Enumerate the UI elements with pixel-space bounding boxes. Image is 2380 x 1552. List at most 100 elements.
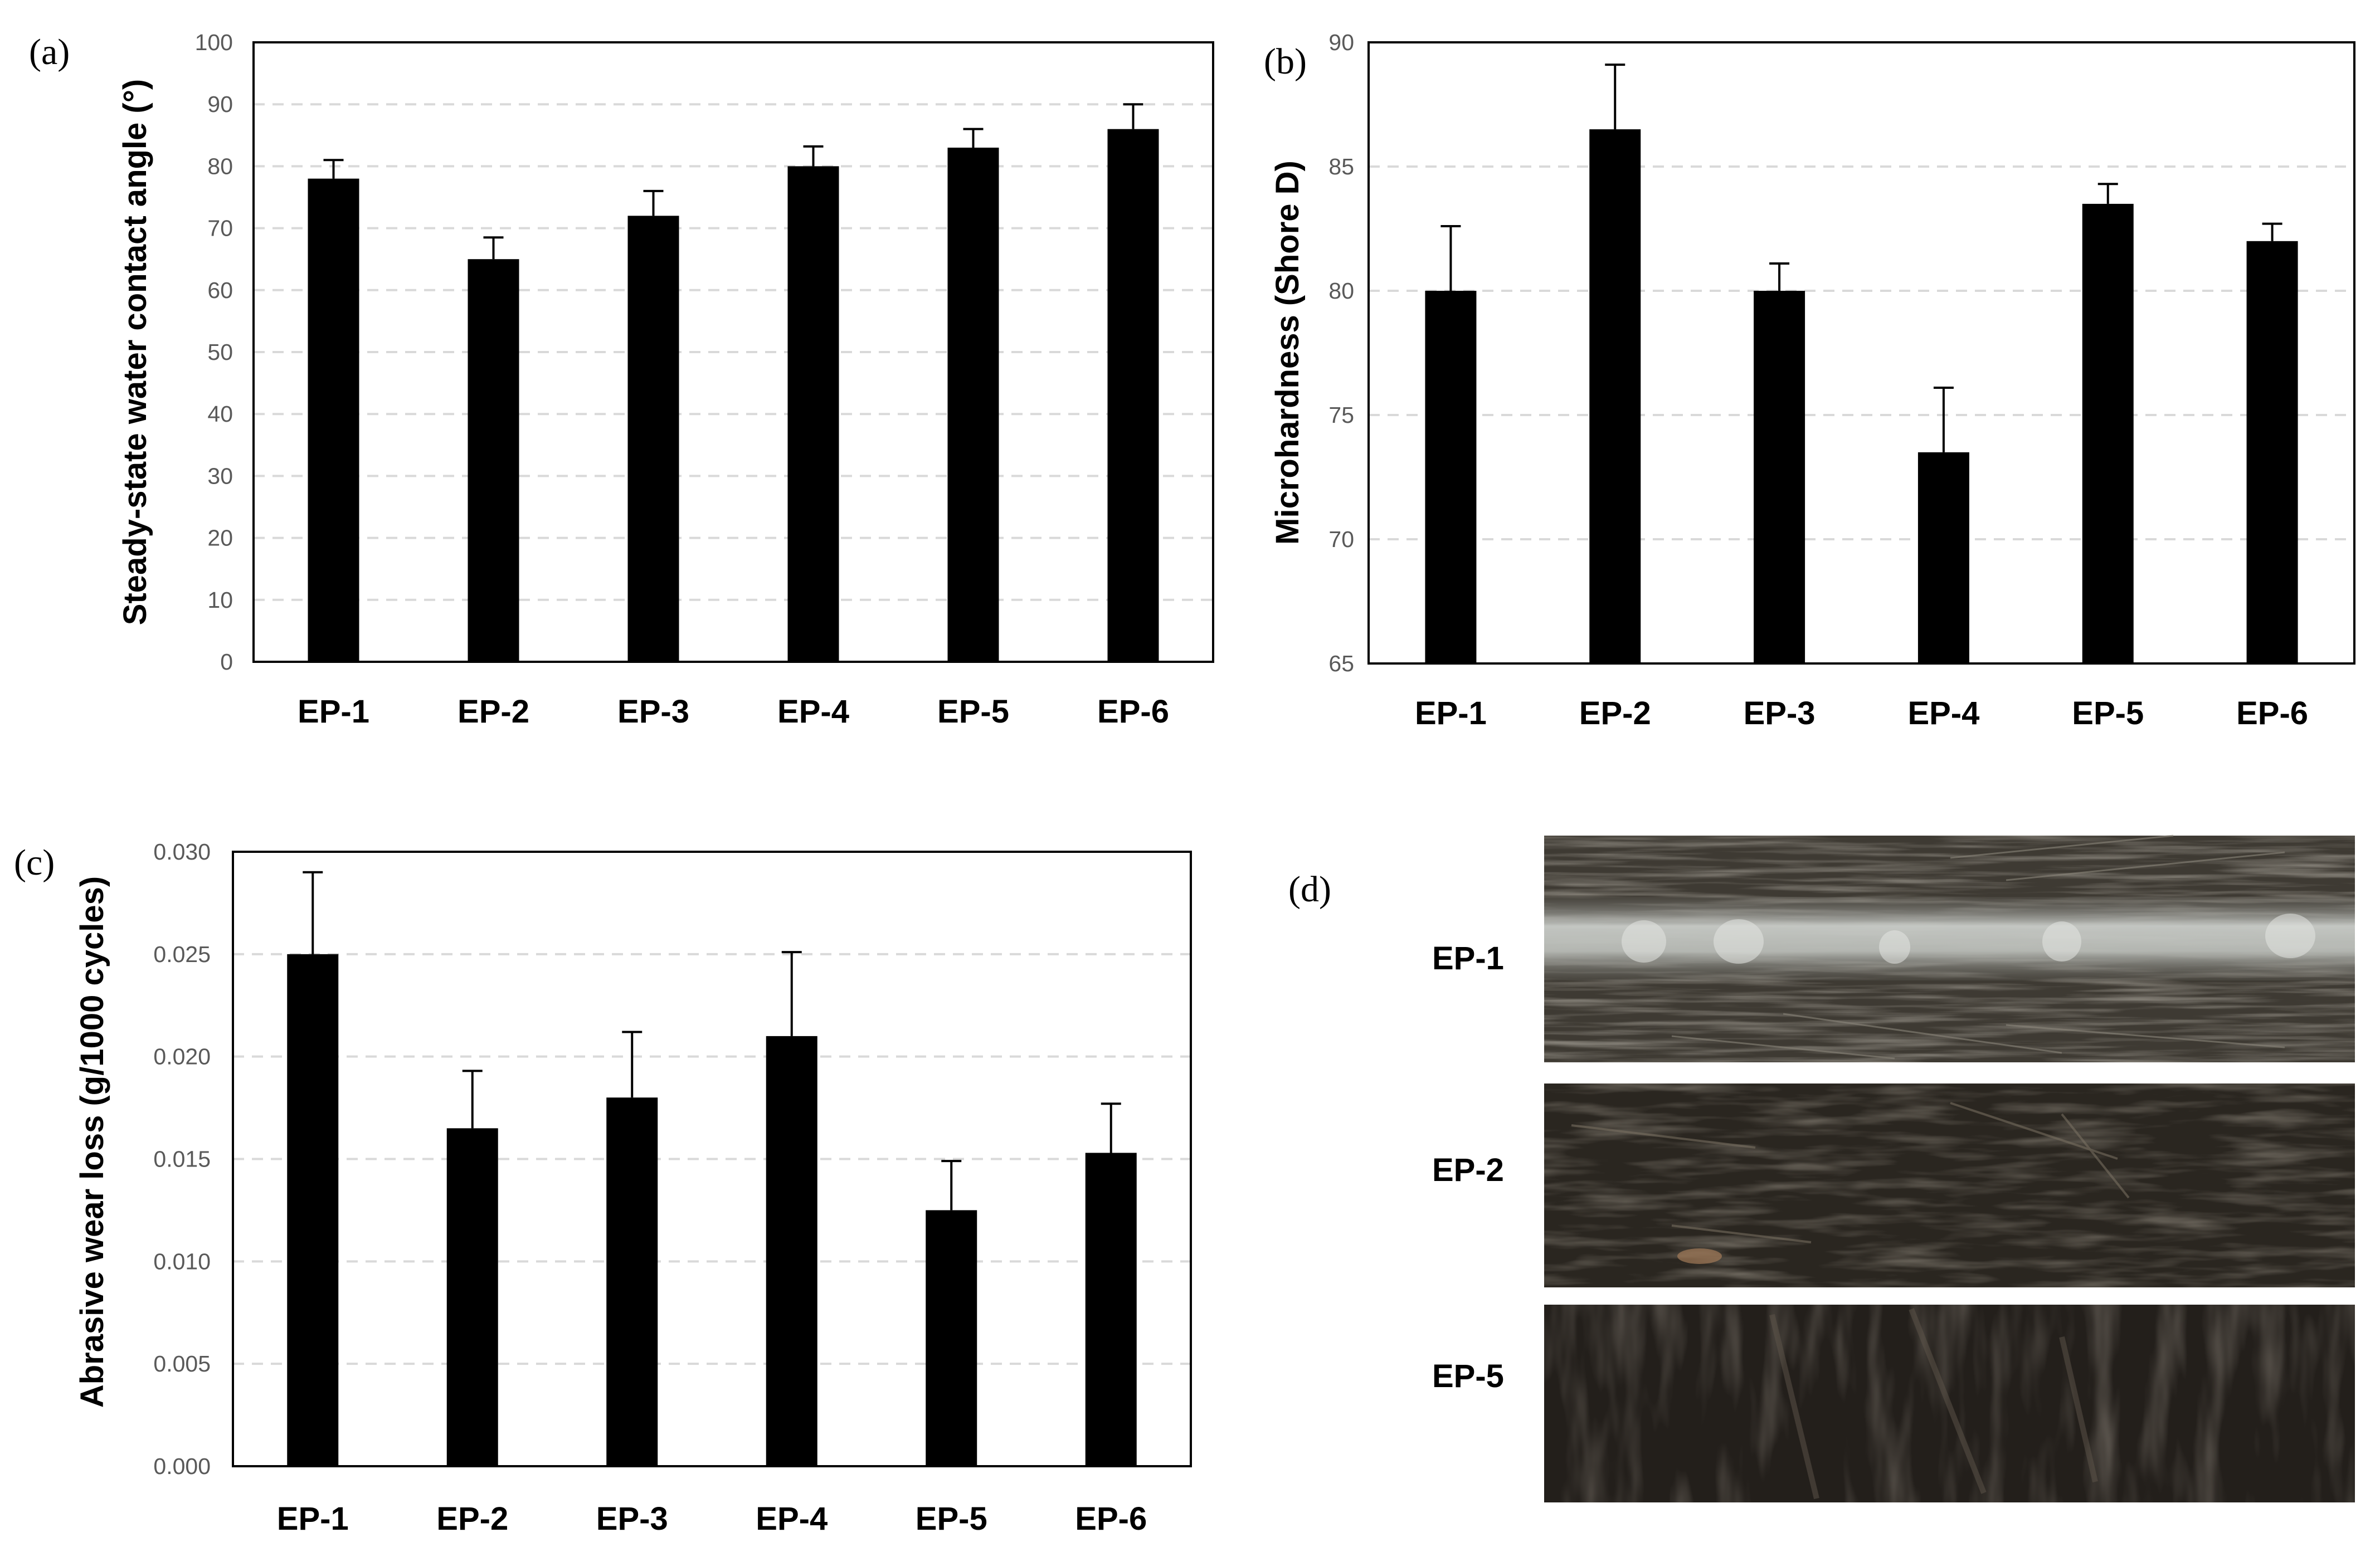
- chart-c-y-tick-label: 0.010: [153, 1248, 211, 1274]
- chart-b-y-axis-title: Microhardness (Shore D): [1269, 160, 1306, 545]
- chart-c-x-tick-label: EP-3: [596, 1501, 668, 1537]
- chart-b-x-tick-label: EP-2: [1579, 695, 1651, 731]
- chart-a-y-tick-label: 70: [207, 216, 233, 241]
- panel-d: (d): [1288, 834, 2355, 1502]
- chart-a-y-tick-label: 40: [207, 401, 233, 427]
- chart-a-x-tick-label: EP-5: [937, 694, 1009, 730]
- photo-label-ep1: EP-1: [1432, 940, 1504, 977]
- chart-a-y-tick-label: 100: [195, 30, 233, 55]
- chart-a-grid: [254, 103, 1213, 601]
- chart-c-bar-ep-2: [446, 1128, 498, 1466]
- chart-a-x-tick-label: EP-6: [1097, 694, 1169, 730]
- chart-b-bars: [1425, 129, 2298, 664]
- chart-b-bar-ep-6: [2246, 241, 2298, 663]
- chart-c-bar-ep-1: [287, 954, 339, 1466]
- chart-b-x-ticks: EP-1 EP-2 EP-3 EP-4 EP-5 EP-6: [1415, 695, 2308, 731]
- chart-b-x-tick-label: EP-5: [2072, 695, 2144, 731]
- chart-c-y-ticks: 0.000 0.005 0.010 0.015 0.020 0.025 0.030: [153, 839, 211, 1479]
- chart-b-y-ticks: 65 70 75 80 85 90: [1328, 30, 1354, 676]
- panel-label-b: (b): [1264, 41, 1307, 82]
- chart-a-y-tick-label: 10: [207, 587, 233, 613]
- photo-ep1-scratches: [1671, 834, 2285, 1060]
- chart-a-bar-ep-6: [1107, 129, 1159, 662]
- chart-a-x-ticks: EP-1 EP-2 EP-3 EP-4 EP-5 EP-6: [298, 694, 1169, 730]
- chart-c-x-tick-label: EP-4: [756, 1501, 828, 1537]
- chart-c-grid: [233, 953, 1191, 1365]
- chart-a-y-tick-label: 90: [207, 91, 233, 117]
- chart-b-x-tick-label: EP-1: [1415, 695, 1487, 731]
- chart-a-bar-ep-2: [468, 259, 519, 662]
- chart-c-errors: [303, 871, 1121, 1211]
- chart-c-bar-ep-3: [606, 1097, 658, 1466]
- chart-a-x-tick-label: EP-3: [617, 694, 689, 730]
- chart-c-bar-ep-5: [926, 1210, 977, 1466]
- chart-c-y-tick-label: 0.005: [153, 1351, 211, 1377]
- chart-a-x-tick-label: EP-1: [298, 694, 369, 730]
- chart-c-x-tick-label: EP-2: [436, 1501, 508, 1537]
- photo-ep5: [1544, 1305, 2355, 1502]
- chart-a-bar-ep-3: [627, 216, 679, 662]
- chart-b-errors: [1440, 64, 2282, 452]
- chart-a-bar-ep-1: [308, 178, 359, 662]
- chart-c-y-axis-title: Abrasive wear loss (g/1000 cycles): [74, 876, 110, 1408]
- chart-b-y-tick-label: 90: [1328, 30, 1354, 55]
- chart-b-y-tick-label: 65: [1328, 651, 1354, 676]
- chart-c-y-tick-label: 0.020: [153, 1044, 211, 1070]
- chart-c-y-tick-label: 0.025: [153, 941, 211, 967]
- chart-b-x-tick-label: EP-6: [2236, 695, 2308, 731]
- chart-c-x-ticks: EP-1 EP-2 EP-3 EP-4 EP-5 EP-6: [277, 1501, 1147, 1537]
- chart-a-y-tick-label: 60: [207, 277, 233, 303]
- panel-label-d: (d): [1288, 869, 1331, 910]
- chart-c-plot-frame: [232, 851, 1192, 1467]
- chart-b-bar-ep-3: [1754, 291, 1805, 663]
- chart-a-x-tick-label: EP-2: [457, 694, 529, 730]
- photo-ep1-highlights: [1622, 914, 2315, 964]
- panel-label-a: (a): [29, 32, 70, 72]
- chart-b-plot-frame: [1367, 41, 2355, 665]
- chart-a-y-ticks: 0 10 20 30 40 50 60 70 80 90 100: [195, 30, 233, 675]
- chart-a-y-tick-label: 0: [220, 649, 233, 675]
- photo-ep5-scratches: [1769, 1308, 2098, 1500]
- photo-label-ep2: EP-2: [1432, 1152, 1504, 1188]
- chart-a-y-tick-label: 50: [207, 339, 233, 365]
- chart-a-y-tick-label: 80: [207, 153, 233, 179]
- chart-a-x-tick-label: EP-4: [777, 694, 849, 730]
- photo-ep2-spot: [1677, 1248, 1722, 1264]
- chart-c-bar-ep-4: [766, 1036, 817, 1466]
- chart-b-x-tick-label: EP-4: [1907, 695, 1979, 731]
- chart-b-bar-ep-4: [1917, 452, 1969, 663]
- chart-a-plot-frame: [252, 41, 1214, 663]
- chart-b-bar-ep-2: [1589, 129, 1641, 664]
- chart-c-bars: [287, 954, 1137, 1466]
- chart-b-y-tick-label: 75: [1328, 402, 1354, 428]
- chart-c-y-tick-label: 0.015: [153, 1146, 211, 1172]
- chart-a-y-tick-label: 30: [207, 463, 233, 489]
- chart-b-y-tick-label: 85: [1328, 154, 1354, 179]
- photo-ep1: [1544, 834, 2355, 1062]
- chart-a-y-tick-label: 20: [207, 525, 233, 551]
- chart-b-grid: [1369, 165, 2354, 540]
- chart-b-x-tick-label: EP-3: [1744, 695, 1816, 731]
- chart-c-x-tick-label: EP-5: [916, 1501, 987, 1537]
- chart-a-errors: [323, 103, 1143, 260]
- chart-c-y-tick-label: 0.000: [153, 1453, 211, 1479]
- panel-label-c: (c): [14, 842, 55, 883]
- chart-b-bar-ep-5: [2082, 203, 2134, 663]
- photo-ep2-texture: [1544, 1084, 2355, 1287]
- chart-b-y-tick-label: 70: [1328, 526, 1354, 552]
- chart-c-bar-ep-6: [1085, 1153, 1137, 1466]
- chart-c-x-tick-label: EP-6: [1075, 1501, 1147, 1537]
- chart-b-y-tick-label: 80: [1328, 278, 1354, 304]
- chart-b-bar-ep-1: [1425, 291, 1477, 663]
- chart-a-bar-ep-4: [787, 166, 839, 662]
- chart-c-y-tick-label: 0.030: [153, 839, 211, 865]
- photo-ep1-bright-band: [1544, 897, 2355, 980]
- chart-c-x-tick-label: EP-1: [277, 1501, 349, 1537]
- chart-c: (c) 0.0000.0050.0100.0150.0200.0250.030 …: [14, 839, 1192, 1537]
- photo-ep2-scratches: [1571, 1102, 2130, 1243]
- photo-ep2: [1544, 1084, 2355, 1287]
- photo-label-ep5: EP-5: [1432, 1358, 1504, 1394]
